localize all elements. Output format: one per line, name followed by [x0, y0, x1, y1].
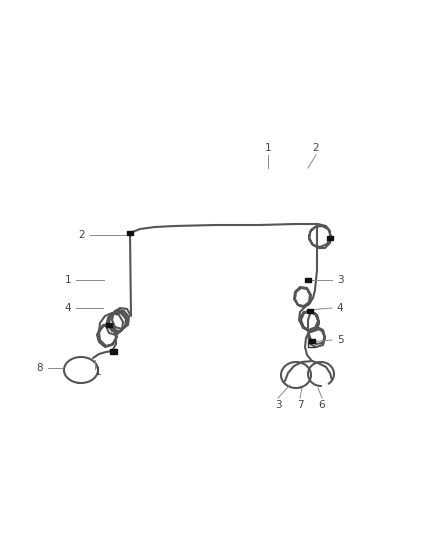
Bar: [327, 236, 333, 240]
Text: 3: 3: [275, 400, 281, 410]
Text: 3: 3: [337, 275, 343, 285]
Text: 6: 6: [319, 400, 325, 410]
Text: 7: 7: [297, 400, 303, 410]
Text: 5: 5: [337, 335, 343, 345]
Text: 1: 1: [265, 143, 271, 153]
Text: 4: 4: [65, 303, 71, 313]
Text: 2: 2: [79, 230, 85, 240]
Text: 1: 1: [95, 367, 101, 377]
Bar: [106, 323, 112, 327]
Bar: [307, 309, 313, 313]
Bar: [309, 339, 315, 343]
Bar: [110, 349, 117, 353]
Bar: [127, 231, 133, 235]
Text: 2: 2: [313, 143, 319, 153]
Text: 1: 1: [65, 275, 71, 285]
Text: 4: 4: [337, 303, 343, 313]
Bar: [305, 278, 311, 282]
Text: 8: 8: [37, 363, 43, 373]
